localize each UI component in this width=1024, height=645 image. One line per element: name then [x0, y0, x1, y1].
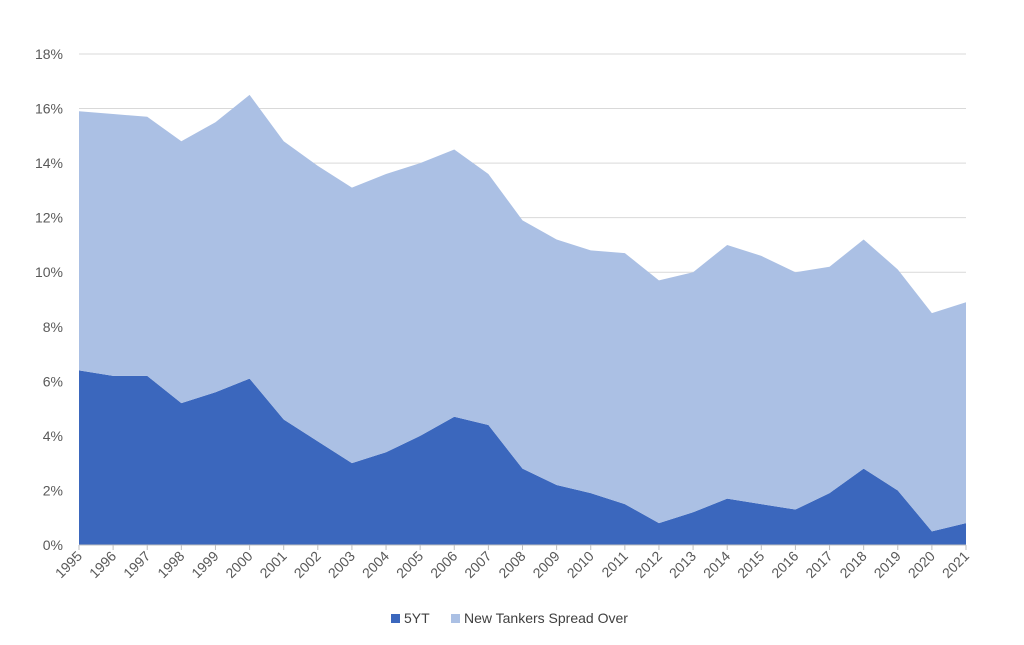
x-tick-label: 2021 — [939, 548, 972, 581]
x-tick-label: 2002 — [291, 548, 324, 581]
y-tick-label: 2% — [43, 482, 63, 498]
y-tick-label: 8% — [43, 319, 63, 335]
x-tick-label: 2020 — [905, 548, 938, 581]
x-tick-label: 2019 — [871, 548, 904, 581]
x-tick-label: 1999 — [188, 548, 221, 581]
area-series-1 — [79, 370, 966, 545]
area-series — [79, 94, 966, 545]
x-tick-label: 2018 — [836, 548, 869, 581]
x-tick-label: 1997 — [120, 548, 153, 581]
x-tick-label: 2000 — [222, 548, 255, 581]
x-tick-label: 2007 — [461, 548, 494, 581]
area-series-2 — [79, 94, 966, 532]
x-tick-label: 2016 — [768, 548, 801, 581]
x-tick-label: 2015 — [734, 548, 767, 581]
x-tick-label: 1996 — [86, 548, 119, 581]
x-tick-label: 2004 — [359, 548, 392, 581]
x-tick-label: 2011 — [598, 548, 631, 581]
x-tick-label: 2014 — [700, 548, 733, 581]
legend: 5YT New Tankers Spread Over — [391, 610, 628, 626]
x-tick-label: 2009 — [529, 548, 562, 581]
x-tick-label: 2001 — [256, 548, 289, 581]
y-tick-label: 10% — [35, 264, 63, 280]
legend-swatch-2 — [451, 614, 460, 623]
y-tick-label: 4% — [43, 428, 63, 444]
y-tick-label: 16% — [35, 101, 63, 117]
x-tick-label: 2017 — [802, 548, 835, 581]
y-tick-label: 14% — [35, 155, 63, 171]
x-tick-label: 1998 — [154, 548, 187, 581]
legend-swatch-1 — [391, 614, 400, 623]
x-tick-label: 2008 — [495, 548, 528, 581]
legend-label-1: 5YT — [404, 610, 430, 626]
x-tick-label: 2012 — [632, 548, 665, 581]
x-tick-label: 2013 — [666, 548, 699, 581]
y-tick-label: 12% — [35, 210, 63, 226]
y-tick-label: 0% — [43, 537, 63, 553]
y-tick-label: 18% — [35, 46, 63, 62]
x-tick-label: 2005 — [393, 548, 426, 581]
legend-label-2: New Tankers Spread Over — [464, 610, 628, 626]
x-tick-label: 2003 — [325, 548, 358, 581]
axes: 0%2%4%6%8%10%12%14%16%18%1995 1996 1997 199… — [35, 46, 972, 581]
x-tick-label: 2010 — [564, 548, 597, 581]
y-tick-label: 6% — [43, 373, 63, 389]
x-tick-label: 2006 — [427, 548, 460, 581]
